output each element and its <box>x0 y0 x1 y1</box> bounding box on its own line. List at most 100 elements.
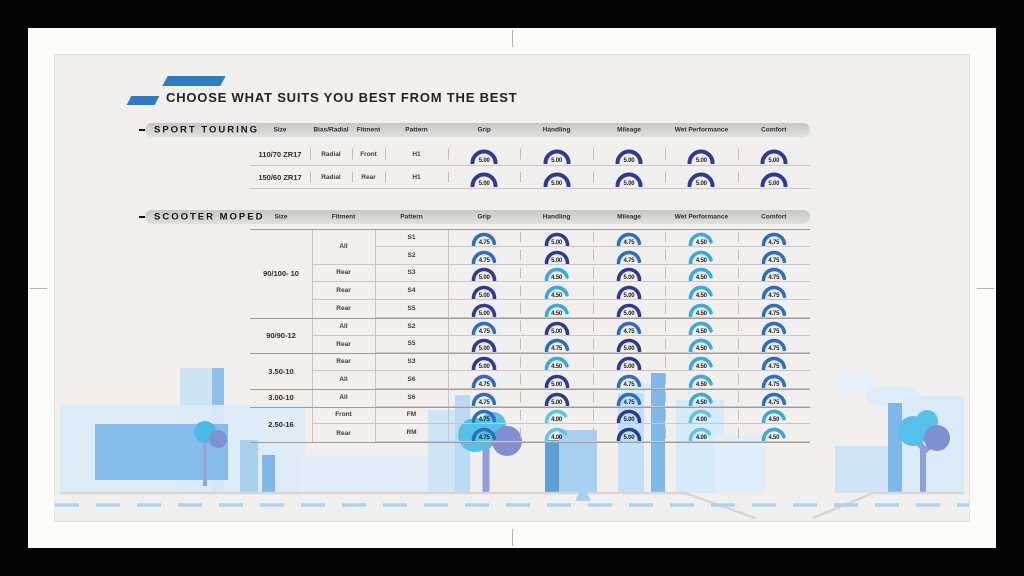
column-header: Size <box>273 126 287 134</box>
gauge-arc <box>689 303 714 317</box>
gauge-value: 4.50 <box>768 417 780 424</box>
gauge-value: 4.50 <box>695 257 707 264</box>
gauge-arc <box>471 392 497 406</box>
gauge-value: 4.50 <box>551 310 563 317</box>
rating-gauge: 5.00 <box>613 148 645 164</box>
gauge-arc <box>615 149 643 164</box>
rating-gauge: 5.00 <box>685 148 717 164</box>
rating-gauge: 5.00 <box>613 171 645 187</box>
section-dash <box>139 216 146 218</box>
gauge-value: 4.50 <box>695 275 707 282</box>
rating-cell: 5.00 <box>737 143 810 166</box>
rating-cell: 4.50 <box>737 407 810 425</box>
gauge-arc <box>616 232 642 246</box>
gauge-arc <box>689 427 712 441</box>
rating-cell: 5.00 <box>592 300 666 318</box>
gauge-arc <box>761 232 786 246</box>
column-header: Fitment <box>331 213 356 221</box>
gauge-arc <box>616 285 642 299</box>
pattern-cell: S6 <box>375 371 448 389</box>
rating-gauge: 5.00 <box>614 408 644 424</box>
gauge-arc <box>761 321 786 335</box>
gauge-value: 5.00 <box>695 181 707 187</box>
gauge-value: 4.75 <box>478 417 490 424</box>
gauge-value: 4.00 <box>551 417 563 424</box>
rating-gauge: 5.00 <box>542 391 572 406</box>
gauge-value: 5.00 <box>551 381 563 388</box>
rating-gauge: 4.75 <box>614 249 644 264</box>
gauge-value: 4.75 <box>768 399 780 406</box>
rating-cell: 5.00 <box>448 143 521 166</box>
rating-gauge: 5.00 <box>542 249 572 264</box>
bias-radial-cell: Radial <box>310 166 352 189</box>
rating-gauge: 5.00 <box>542 373 572 388</box>
gauge-arc <box>616 356 642 370</box>
rating-cell: 5.00 <box>665 143 738 166</box>
gauge-arc <box>616 427 642 441</box>
column-header: Grip <box>477 126 491 134</box>
gauge-value: 5.00 <box>551 158 563 164</box>
gauge-value: 5.00 <box>551 257 563 264</box>
column-header: Bias/Radial <box>313 126 349 134</box>
rating-gauge: 5.00 <box>758 148 790 164</box>
gauge-value: 5.00 <box>551 239 563 246</box>
gauge-arc <box>471 374 497 388</box>
rating-gauge: 4.75 <box>469 426 499 441</box>
rating-cell: 5.00 <box>520 389 593 407</box>
gauge-value: 4.50 <box>695 346 707 353</box>
gauge-arc <box>689 374 714 388</box>
gauge-arc <box>471 250 497 264</box>
rating-cell: 4.75 <box>448 389 521 407</box>
rating-cell: 5.00 <box>520 247 593 265</box>
rating-cell: 4.50 <box>665 229 738 247</box>
rating-gauge: 4.75 <box>469 320 499 335</box>
rating-cell: 4.75 <box>737 371 810 389</box>
gauge-arc <box>760 172 788 187</box>
rating-gauge: 5.00 <box>758 171 790 187</box>
rating-cell: 4.75 <box>520 336 593 354</box>
gauge-value: 4.75 <box>768 293 780 299</box>
rating-gauge: 4.75 <box>469 408 499 424</box>
gauge-value: 5.00 <box>623 293 635 299</box>
gauge-value: 4.75 <box>478 435 490 441</box>
rating-cell: 5.00 <box>665 166 738 189</box>
gauge-arc <box>761 338 786 353</box>
size-cell: 2.50-16 <box>268 419 294 429</box>
section-dash <box>139 129 146 131</box>
rating-gauge: 4.75 <box>759 373 789 388</box>
gauge-arc <box>761 356 786 370</box>
rating-cell: 4.50 <box>665 247 738 265</box>
gauge-value: 5.00 <box>478 293 490 299</box>
rating-cell: 4.75 <box>592 389 666 407</box>
gauge-arc <box>544 374 569 388</box>
pattern-cell: H1 <box>385 143 448 166</box>
gauge-arc <box>761 392 786 406</box>
rating-gauge: 4.75 <box>759 266 789 282</box>
gauge-value: 5.00 <box>623 417 635 424</box>
gauge-value: 5.00 <box>623 275 635 282</box>
rating-gauge: 4.50 <box>542 302 572 317</box>
rating-cell: 5.00 <box>520 229 593 247</box>
gauge-arc <box>761 285 786 299</box>
section-label-scooter-moped: SCOOTER MOPED <box>154 211 265 223</box>
rating-gauge: 4.50 <box>686 284 716 299</box>
rating-gauge: 4.50 <box>686 373 716 388</box>
column-header: Comfort <box>761 126 787 134</box>
rating-gauge: 4.00 <box>542 408 572 424</box>
gauge-arc <box>689 409 712 424</box>
gauge-arc <box>689 285 714 299</box>
rating-gauge: 4.75 <box>759 302 789 317</box>
pattern-cell: H1 <box>385 166 448 189</box>
size-group-separator <box>250 442 810 443</box>
rating-cell: 5.00 <box>592 336 666 354</box>
gauge-value: 5.00 <box>623 310 635 317</box>
pattern-cell: S4 <box>375 282 448 300</box>
gauge-value: 5.00 <box>623 181 635 187</box>
rating-gauge: 4.50 <box>686 302 716 317</box>
gauge-arc <box>543 149 571 164</box>
gauge-arc <box>544 356 569 370</box>
fitment-cell: Rear <box>312 282 375 300</box>
rating-gauge: 5.00 <box>469 284 499 299</box>
page: CHOOSE WHAT SUITS YOU BEST FROM THE BEST… <box>28 28 996 548</box>
